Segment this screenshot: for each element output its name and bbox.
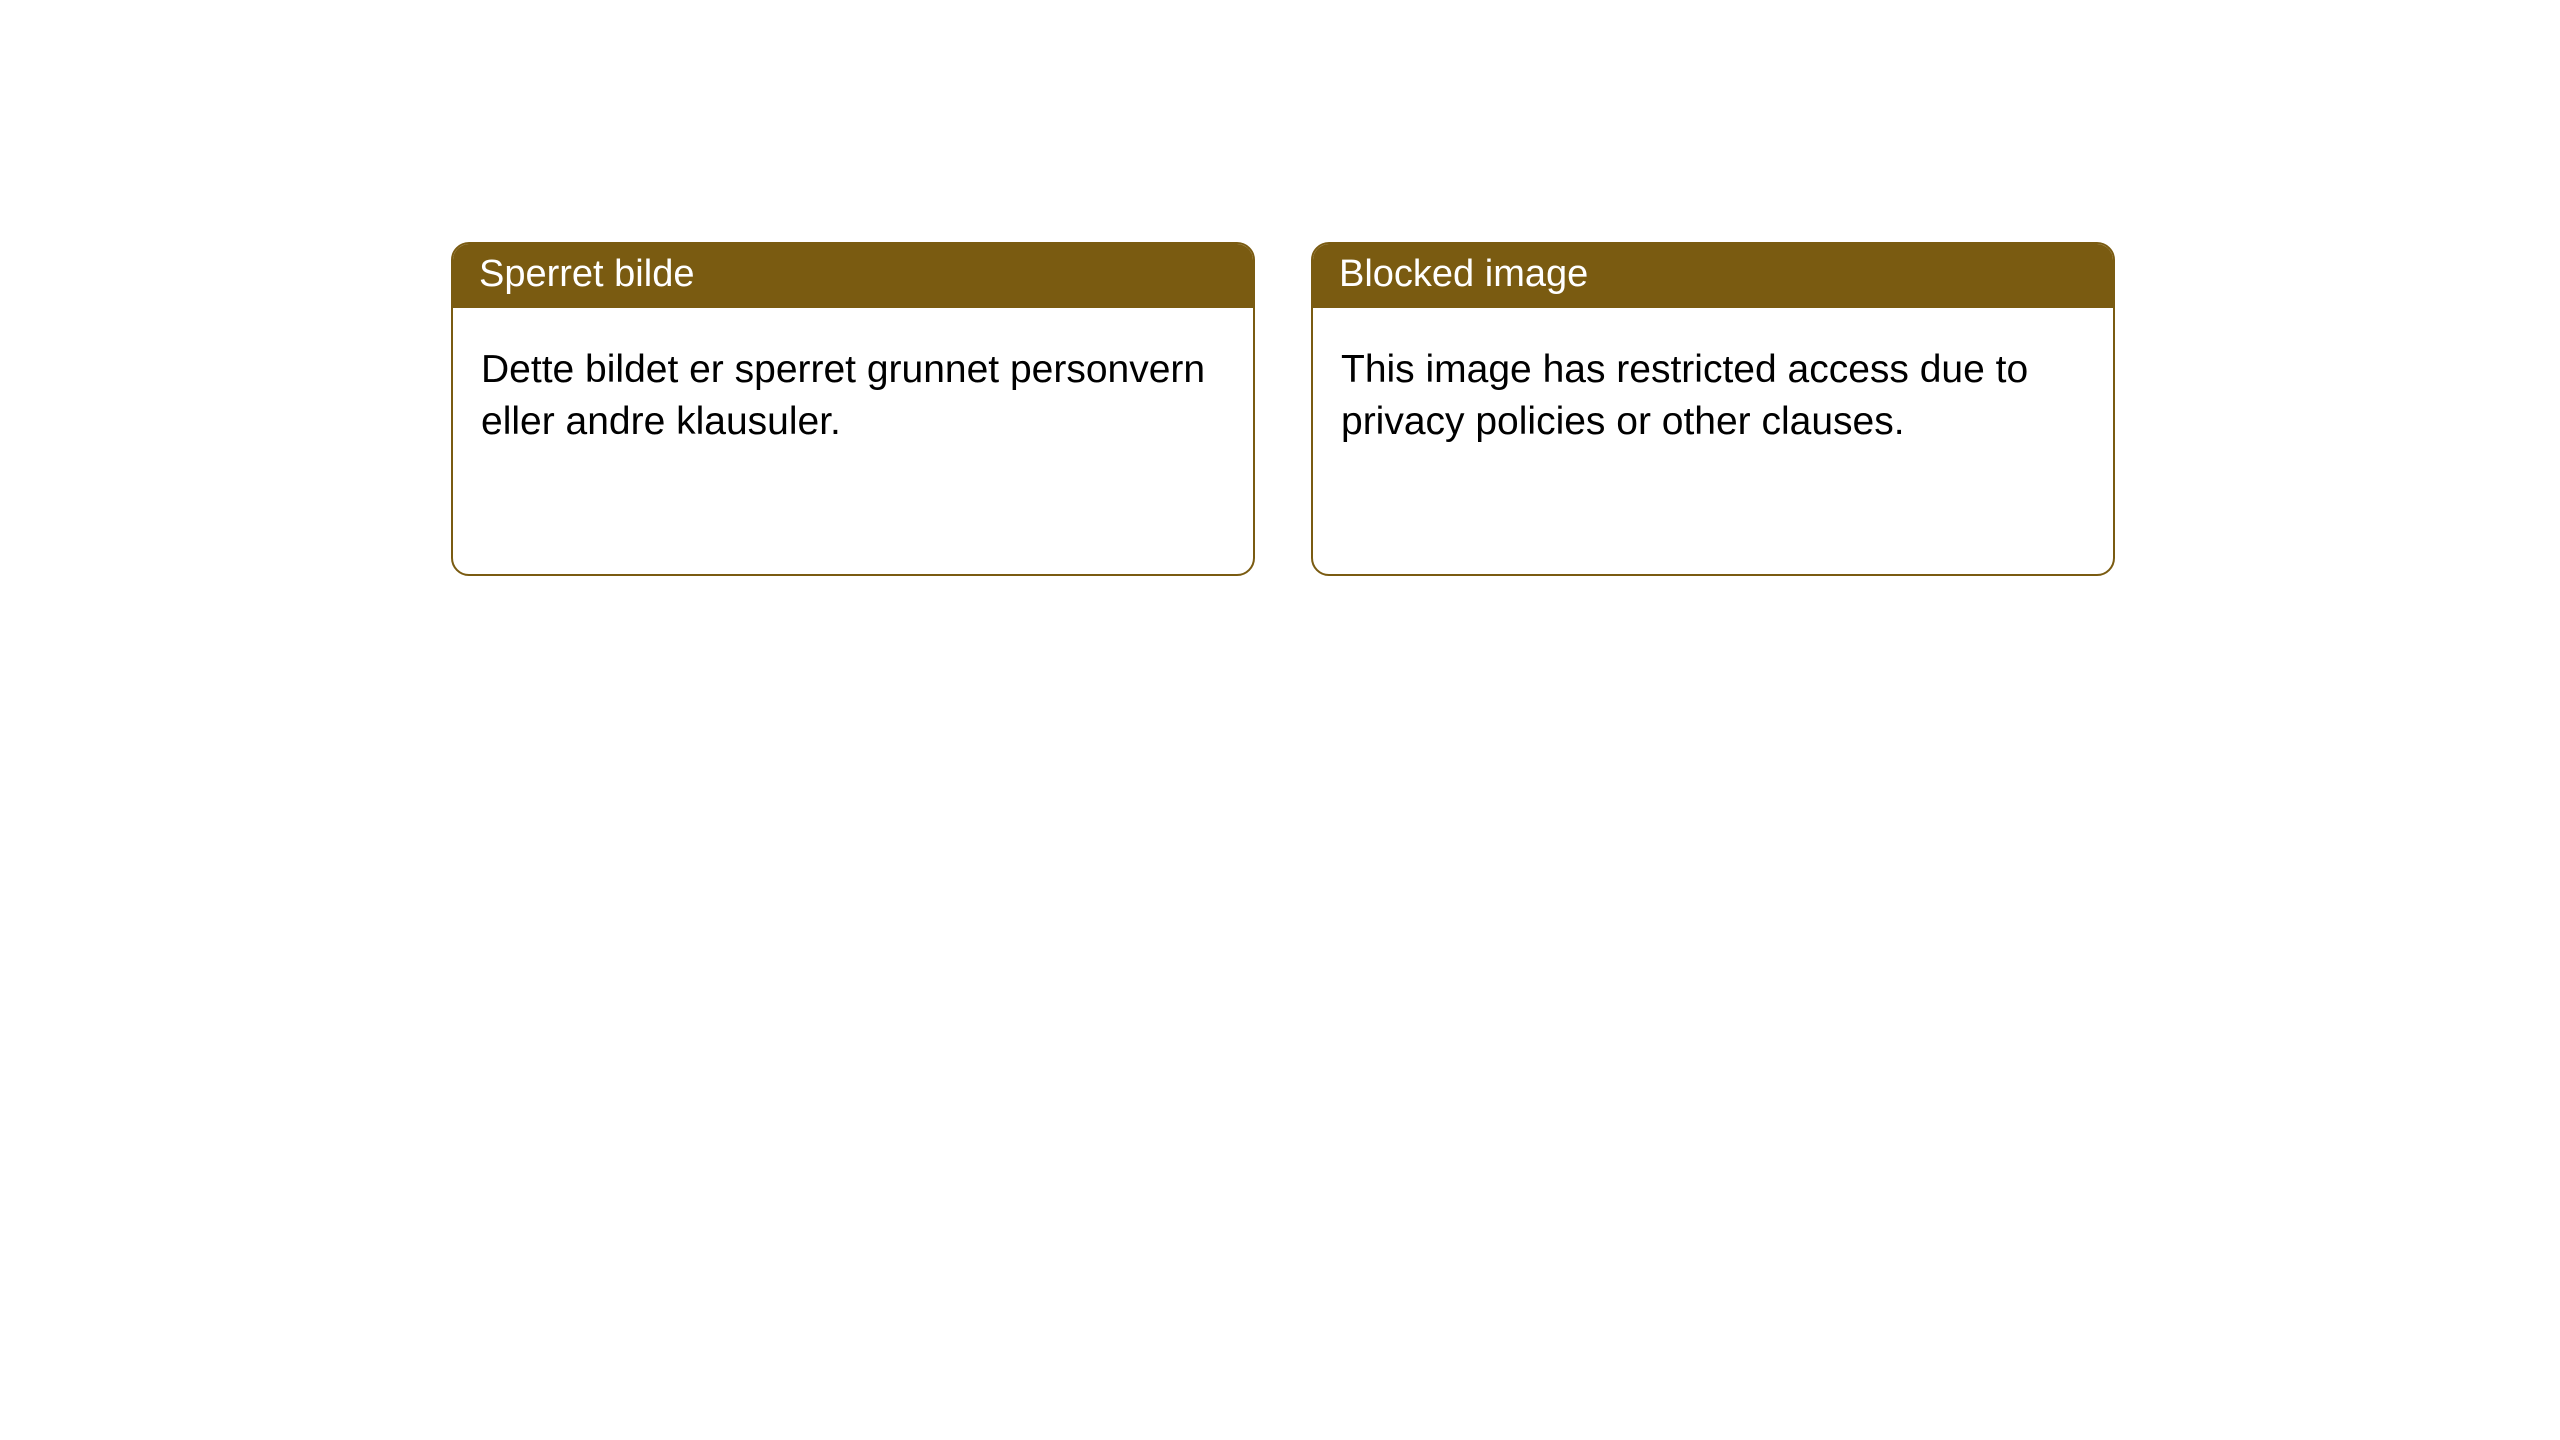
notice-body-english: This image has restricted access due to …	[1313, 308, 2113, 477]
notice-title-norwegian: Sperret bilde	[453, 244, 1253, 308]
notice-card-english: Blocked image This image has restricted …	[1311, 242, 2115, 576]
notice-card-norwegian: Sperret bilde Dette bildet er sperret gr…	[451, 242, 1255, 576]
notice-container: Sperret bilde Dette bildet er sperret gr…	[0, 0, 2560, 576]
notice-body-norwegian: Dette bildet er sperret grunnet personve…	[453, 308, 1253, 477]
notice-title-english: Blocked image	[1313, 244, 2113, 308]
